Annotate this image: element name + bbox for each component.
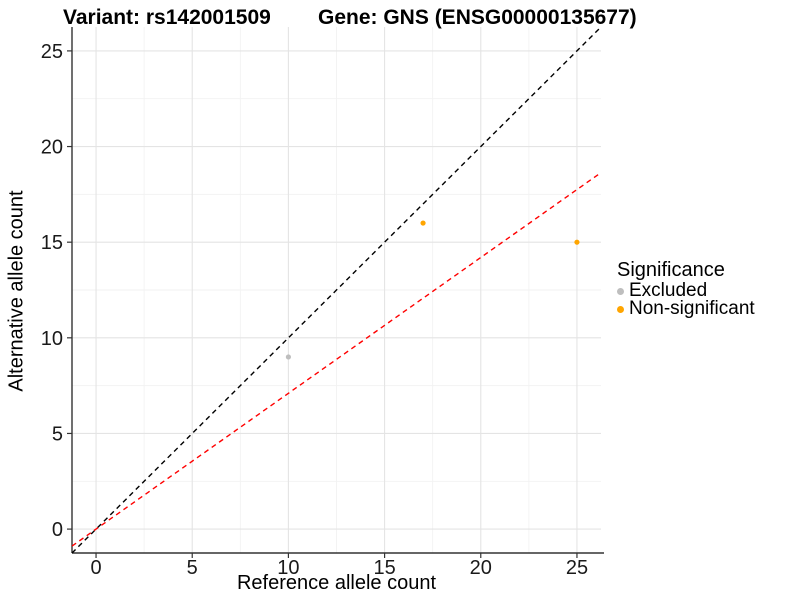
excluded-marker-icon bbox=[617, 287, 624, 295]
y-tick-label: 0 bbox=[52, 519, 63, 541]
legend-item-non-significant: Non-significant bbox=[617, 298, 755, 319]
legend-label-excluded: Excluded bbox=[629, 280, 708, 301]
legend-item-excluded: Excluded bbox=[617, 280, 755, 301]
variant-title: Variant: rs142001509 bbox=[63, 6, 271, 29]
legend-title: Significance bbox=[617, 259, 725, 281]
x-tick-label: 15 bbox=[373, 557, 395, 579]
x-axis-title: Reference allele count bbox=[236, 572, 436, 594]
x-tick-label: 0 bbox=[90, 557, 101, 579]
x-tick-label: 5 bbox=[187, 557, 198, 579]
y-tick-label: 10 bbox=[41, 328, 63, 350]
data-point-excluded bbox=[285, 354, 292, 360]
y-tick-label: 20 bbox=[41, 137, 63, 159]
legend-label-non-significant: Non-significant bbox=[629, 298, 755, 319]
x-tick-label: 10 bbox=[277, 557, 299, 579]
non-significant-marker-icon bbox=[617, 305, 624, 313]
y-tick-label: 5 bbox=[52, 423, 63, 445]
x-tick-label: 20 bbox=[470, 557, 492, 579]
y-tick-label: 15 bbox=[41, 232, 63, 254]
y-tick-label: 25 bbox=[41, 41, 63, 63]
legend: Significance Excluded Non-significant bbox=[617, 258, 755, 319]
data-point-non-significant bbox=[574, 239, 580, 245]
identity-line bbox=[71, 26, 602, 554]
gene-title: Gene: GNS (ENSG00000135677) bbox=[318, 6, 637, 29]
x-tick-label: 25 bbox=[566, 557, 588, 579]
data-point-non-significant bbox=[420, 220, 426, 226]
